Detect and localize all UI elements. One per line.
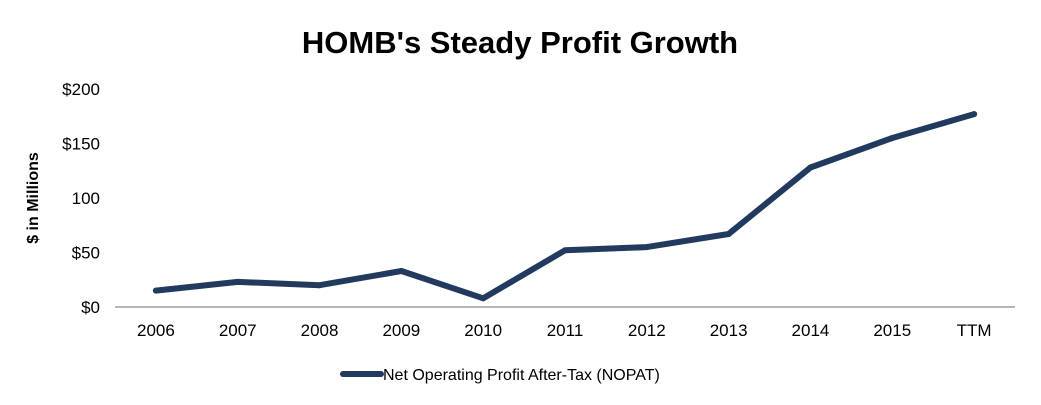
x-tick-label: 2013 xyxy=(710,321,748,340)
y-axis-ticks: $0 $50 100 $150 $200 xyxy=(62,80,100,317)
chart-title: HOMB's Steady Profit Growth xyxy=(302,25,738,60)
legend-label: Net Operating Profit After-Tax (NOPAT) xyxy=(383,367,660,384)
y-tick-label: $200 xyxy=(62,80,100,99)
data-point xyxy=(316,282,323,289)
data-point xyxy=(152,287,159,294)
y-tick-label: $150 xyxy=(62,135,100,154)
data-point xyxy=(807,164,814,171)
data-point xyxy=(971,111,978,118)
data-point xyxy=(725,230,732,237)
data-point xyxy=(889,135,896,142)
x-tick-label: 2010 xyxy=(464,321,502,340)
x-tick-label: 2006 xyxy=(137,321,175,340)
x-tick-label: 2007 xyxy=(219,321,257,340)
y-tick-label: 100 xyxy=(72,189,100,208)
data-point xyxy=(234,278,241,285)
series-layer xyxy=(152,111,978,302)
x-tick-label: 2012 xyxy=(628,321,666,340)
data-point xyxy=(643,244,650,251)
series-line xyxy=(152,111,978,302)
data-point xyxy=(562,247,568,254)
y-tick-label: $50 xyxy=(72,244,100,263)
data-point xyxy=(398,268,405,275)
data-point xyxy=(480,295,487,302)
x-tick-label: TTM xyxy=(957,321,992,340)
y-tick-label: $0 xyxy=(81,298,100,317)
x-tick-label: 2015 xyxy=(873,321,911,340)
x-axis-ticks: 2006 2007 2008 2009 2010 2011 2012 2013 2014 2015… xyxy=(137,321,992,340)
x-tick-label: 2008 xyxy=(301,321,339,340)
x-tick-label: 2014 xyxy=(792,321,830,340)
legend: Net Operating Profit After-Tax (NOPAT) xyxy=(340,367,660,384)
x-tick-label: 2011 xyxy=(547,321,584,340)
y-axis-label: $ in Millions xyxy=(25,152,42,244)
x-tick-label: 2009 xyxy=(382,321,420,340)
